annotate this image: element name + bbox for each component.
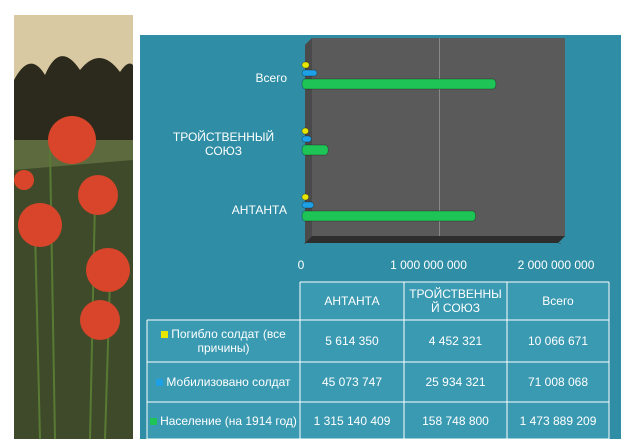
poppy-painting <box>14 15 133 439</box>
legend-key <box>150 418 157 425</box>
legend-key <box>156 379 163 386</box>
legend-label: Население (на 1914 год) <box>160 414 297 428</box>
table-value: 71 008 068 <box>507 362 609 402</box>
table-value-box: 25 934 321 <box>404 362 507 402</box>
table-value: 1 473 889 209 <box>507 402 609 439</box>
bar <box>302 211 476 221</box>
y-tick-label: ТРОЙСТВЕННЫЙ СОЮЗ <box>160 124 295 164</box>
bar <box>302 62 309 68</box>
table-header-box: АНТАНТА <box>300 282 404 320</box>
table-value: 10 066 671 <box>507 320 609 362</box>
table-value: 25 934 321 <box>404 362 507 402</box>
legend-entry-box: Мобилизовано солдат <box>147 362 300 402</box>
x-tick-label: 2 000 000 000 <box>518 258 595 272</box>
y-tick-label-box: ТРОЙСТВЕННЫЙ СОЮЗ <box>160 124 295 164</box>
table-header: Всего <box>507 282 609 320</box>
y-tick-label-box: АНТАНТА <box>160 190 295 230</box>
legend-entry: Население (на 1914 год) <box>147 402 300 439</box>
table-header: ТРОЙСТВЕННЫЙ СОЮЗ <box>404 282 507 320</box>
table-value-box: 4 452 321 <box>404 320 507 362</box>
x-tick-label: 1 000 000 000 <box>390 258 467 272</box>
y-tick-label-box: Всего <box>160 58 295 98</box>
legend-label: Мобилизовано солдат <box>166 375 290 389</box>
legend-entry-box: Население (на 1914 год) <box>147 402 300 439</box>
legend-entry: Мобилизовано солдат <box>147 362 300 402</box>
legend-key <box>161 331 168 338</box>
legend-entry: Погибло солдат (все причины) <box>147 320 300 362</box>
slide: 01 000 000 0002 000 000 000АНТАНТАТРОЙСТ… <box>0 0 621 439</box>
table-value-box: 1 473 889 209 <box>507 402 609 439</box>
table-value-box: 45 073 747 <box>300 362 404 402</box>
table-header: АНТАНТА <box>300 282 404 320</box>
bar <box>302 128 309 134</box>
table-value: 4 452 321 <box>404 320 507 362</box>
table-header-box: Всего <box>507 282 609 320</box>
legend-entry-box: Погибло солдат (все причины) <box>147 320 300 362</box>
table-value-box: 71 008 068 <box>507 362 609 402</box>
bar <box>302 70 317 76</box>
table-value-box: 1 315 140 409 <box>300 402 404 439</box>
table-value: 45 073 747 <box>300 362 404 402</box>
bar <box>302 145 328 155</box>
table-value-box: 5 614 350 <box>300 320 404 362</box>
bar <box>302 202 314 208</box>
table-value-box: 10 066 671 <box>507 320 609 362</box>
bar <box>302 136 311 142</box>
table-value: 158 748 800 <box>404 402 507 439</box>
legend-label: Погибло солдат (все причины) <box>171 327 286 355</box>
y-tick-label: АНТАНТА <box>160 190 295 230</box>
table-value-box: 158 748 800 <box>404 402 507 439</box>
bar <box>302 194 309 200</box>
table-value: 1 315 140 409 <box>300 402 404 439</box>
bar <box>302 79 496 89</box>
table-header-box: ТРОЙСТВЕННЫЙ СОЮЗ <box>404 282 507 320</box>
table-value: 5 614 350 <box>300 320 404 362</box>
x-tick-label: 0 <box>298 258 305 272</box>
y-tick-label: Всего <box>160 58 295 98</box>
